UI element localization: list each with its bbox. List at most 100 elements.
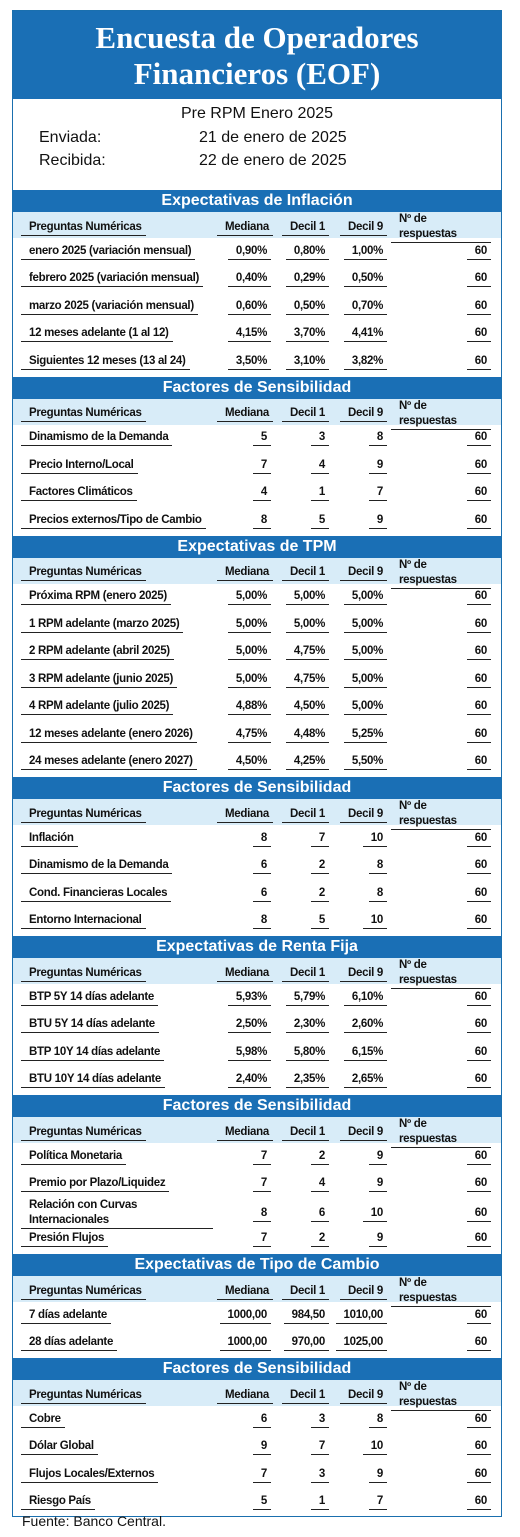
column-header: Mediana — [217, 807, 275, 823]
cell-text: 4 — [310, 1176, 329, 1193]
table-cell: 9 — [333, 1176, 391, 1193]
column-header: Nº de respuestas — [391, 399, 495, 430]
column-header: Preguntas Numéricas — [13, 1125, 217, 1141]
table-cell: 60 — [391, 326, 495, 343]
cell-text: 8 — [252, 831, 271, 847]
table-cell: 5,00% — [275, 589, 333, 606]
table-cell: 60 — [391, 458, 495, 474]
table-row: Siguientes 12 meses (13 al 24) 3,50% 3,10%… — [13, 348, 501, 376]
cell-text: Riesgo País — [21, 1494, 95, 1511]
column-header-text: Decil 1 — [282, 1284, 329, 1300]
column-header: Decil 9 — [333, 1125, 391, 1141]
table-cell: 4,50% — [217, 754, 275, 771]
table-cell: 4,48% — [275, 727, 333, 743]
cell-text: 5,00% — [343, 672, 387, 688]
table-cell: 4 — [217, 485, 275, 502]
cell-text: 6 — [252, 1412, 271, 1428]
table-row: Dólar Global 9 7 10 60 — [13, 1434, 501, 1462]
table-cell: 2 — [275, 858, 333, 875]
table-row: BTP 5Y 14 días adelante 5,93% 5,79% 6,10% 60 — [13, 984, 501, 1012]
column-header: Nº de respuestas — [391, 958, 495, 989]
header-row: Preguntas Numéricas Mediana Decil 1 Decil 9… — [13, 1380, 501, 1411]
cell-text: Precio Interno/Local — [21, 458, 138, 474]
table-row: BTP 10Y 14 días adelante 5,98% 5,80% 6,15% 6… — [13, 1039, 501, 1067]
cell-text: 60 — [466, 1335, 491, 1352]
cell-text: 8 — [252, 513, 271, 529]
table-cell: 60 — [391, 354, 495, 370]
column-header: Mediana — [217, 565, 275, 581]
column-header-text: Mediana — [217, 565, 273, 581]
cell-text: 2,35% — [285, 1072, 329, 1089]
table-row: Premio por Plazo/Liquidez 7 4 9 60 — [13, 1171, 501, 1199]
cell-text: 60 — [466, 1231, 491, 1248]
cell-text: 4 — [252, 485, 271, 502]
cell-text: Presión Flujos — [21, 1231, 109, 1248]
table-cell: 60 — [391, 913, 495, 930]
table-row: Dinamismo de la Demanda 6 2 8 60 — [13, 853, 501, 881]
cell-text: marzo 2025 (variación mensual) — [21, 299, 198, 315]
table-cell: 60 — [391, 754, 495, 771]
table-cell: 60 — [391, 1072, 495, 1089]
table-cell: 5,00% — [217, 589, 275, 606]
table-cell: 4 — [275, 458, 333, 474]
cell-text: 0,40% — [227, 271, 271, 288]
table-cell: 4,50% — [275, 699, 333, 716]
table-cell: 7 — [217, 458, 275, 474]
cell-text: 2 — [310, 1231, 329, 1248]
table-cell: 5,79% — [275, 990, 333, 1006]
table-cell: 7 — [333, 485, 391, 502]
cell-text: 1 RPM adelante (marzo 2025) — [21, 617, 184, 633]
column-header-text: Decil 1 — [282, 1125, 329, 1141]
cell-text: Factores Climáticos — [21, 485, 137, 502]
table-cell: 5,98% — [217, 1045, 275, 1061]
cell-text: 5 — [252, 1494, 271, 1511]
table-cell: Política Monetaria — [13, 1149, 217, 1165]
table-cell: 6,15% — [333, 1045, 391, 1061]
section: Expectativas de Renta Fija Preguntas Numé… — [13, 935, 501, 1094]
cell-text: 3 — [310, 430, 329, 447]
cell-text: 12 meses adelante (enero 2026) — [21, 727, 197, 743]
cell-text: 3,82% — [343, 354, 387, 370]
table-cell: 5,00% — [217, 672, 275, 688]
table-cell: 1 — [275, 485, 333, 502]
table-cell: 60 — [391, 1412, 495, 1428]
footer: Fuente: Banco Central. — [22, 1513, 166, 1529]
table-cell: 60 — [391, 644, 495, 661]
cell-text: 6 — [310, 1206, 329, 1222]
table-row: Política Monetaria 7 2 9 60 — [13, 1143, 501, 1171]
column-header-text: Preguntas Numéricas — [21, 406, 146, 422]
cell-text: 4,50% — [285, 699, 329, 716]
cell-text: 7 — [252, 1149, 271, 1165]
cell-text: 8 — [368, 430, 387, 447]
table-cell: 60 — [391, 1149, 495, 1165]
table-row: 7 días adelante 1000,00 984,50 1010,00 60 — [13, 1302, 501, 1330]
cell-text: 60 — [466, 1412, 491, 1428]
section-title: Expectativas de TPM — [13, 534, 501, 558]
table-cell: 60 — [391, 513, 495, 529]
cell-text: 60 — [466, 990, 491, 1006]
cell-text: 3,10% — [285, 354, 329, 370]
table-cell: 8 — [217, 513, 275, 529]
table-cell: 970,00 — [275, 1335, 333, 1352]
table-row: BTU 5Y 14 días adelante 2,50% 2,30% 2,60% 60 — [13, 1012, 501, 1040]
table-cell: 9 — [333, 1149, 391, 1165]
table-cell: 7 — [275, 831, 333, 847]
cell-text: Dólar Global — [21, 1439, 98, 1456]
table-cell: 24 meses adelante (enero 2027) — [13, 754, 217, 771]
table-cell: 3 — [275, 1467, 333, 1483]
cell-text: Inflación — [21, 831, 78, 847]
table-row: marzo 2025 (variación mensual) 0,60% 0,50%… — [13, 293, 501, 321]
table-row: Precios externos/Tipo de Cambio 8 5 9 60 — [13, 507, 501, 535]
cell-text: 60 — [466, 1206, 491, 1222]
cell-text: 9 — [368, 458, 387, 474]
cell-text: 9 — [368, 1467, 387, 1483]
cell-text: 60 — [466, 1308, 491, 1324]
table-cell: Presión Flujos — [13, 1231, 217, 1248]
cell-text: 5,50% — [343, 754, 387, 771]
column-header: Nº de respuestas — [391, 1276, 495, 1307]
table-cell: 0,90% — [217, 244, 275, 260]
table-cell: 5,50% — [333, 754, 391, 771]
table-cell: 3,82% — [333, 354, 391, 370]
cell-text: 10 — [362, 1439, 387, 1456]
header-row: Preguntas Numéricas Mediana Decil 1 Decil 9… — [13, 799, 501, 830]
